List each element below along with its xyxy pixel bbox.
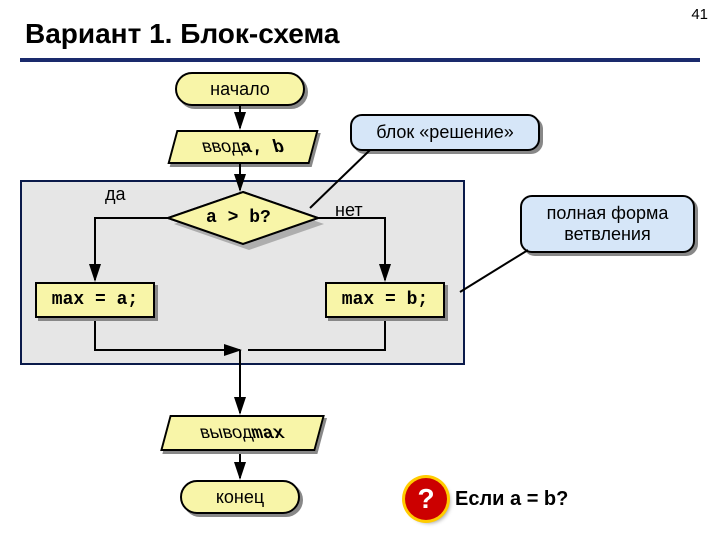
input-label-vars: a, b bbox=[238, 138, 287, 158]
decision-label: a > b? bbox=[206, 208, 271, 228]
callout-text: блок «решение» bbox=[376, 122, 514, 142]
output-label-prefix: вывод bbox=[197, 422, 255, 443]
no-label: нет bbox=[335, 200, 363, 221]
start-terminal: начало bbox=[175, 72, 305, 106]
question-mark-icon: ? bbox=[405, 478, 447, 520]
callout-branching: полная форма ветвления bbox=[520, 195, 695, 253]
proc-b-label: max = b; bbox=[342, 290, 428, 310]
input-label-prefix: ввод bbox=[199, 136, 244, 157]
page-title: Вариант 1. Блок-схема bbox=[25, 18, 339, 50]
process-max-a: max = a; bbox=[35, 282, 155, 318]
footer-question: Если a = b? bbox=[455, 488, 568, 511]
output-block: вывод max bbox=[160, 415, 325, 451]
end-label: конец bbox=[216, 487, 264, 508]
start-label: начало bbox=[210, 79, 270, 100]
title-underline bbox=[20, 58, 700, 62]
callout-line1: полная форма bbox=[547, 203, 669, 223]
end-terminal: конец bbox=[180, 480, 300, 514]
callout-line2: ветвления bbox=[564, 224, 650, 244]
yes-label: да bbox=[105, 184, 126, 205]
proc-a-label: max = a; bbox=[52, 290, 138, 310]
callout-block-decision: блок «решение» bbox=[350, 114, 540, 151]
qmark-glyph: ? bbox=[417, 483, 434, 515]
input-block: ввод a, b bbox=[167, 130, 318, 164]
page-number: 41 bbox=[691, 6, 708, 23]
output-var: max bbox=[250, 424, 288, 444]
process-max-b: max = b; bbox=[325, 282, 445, 318]
